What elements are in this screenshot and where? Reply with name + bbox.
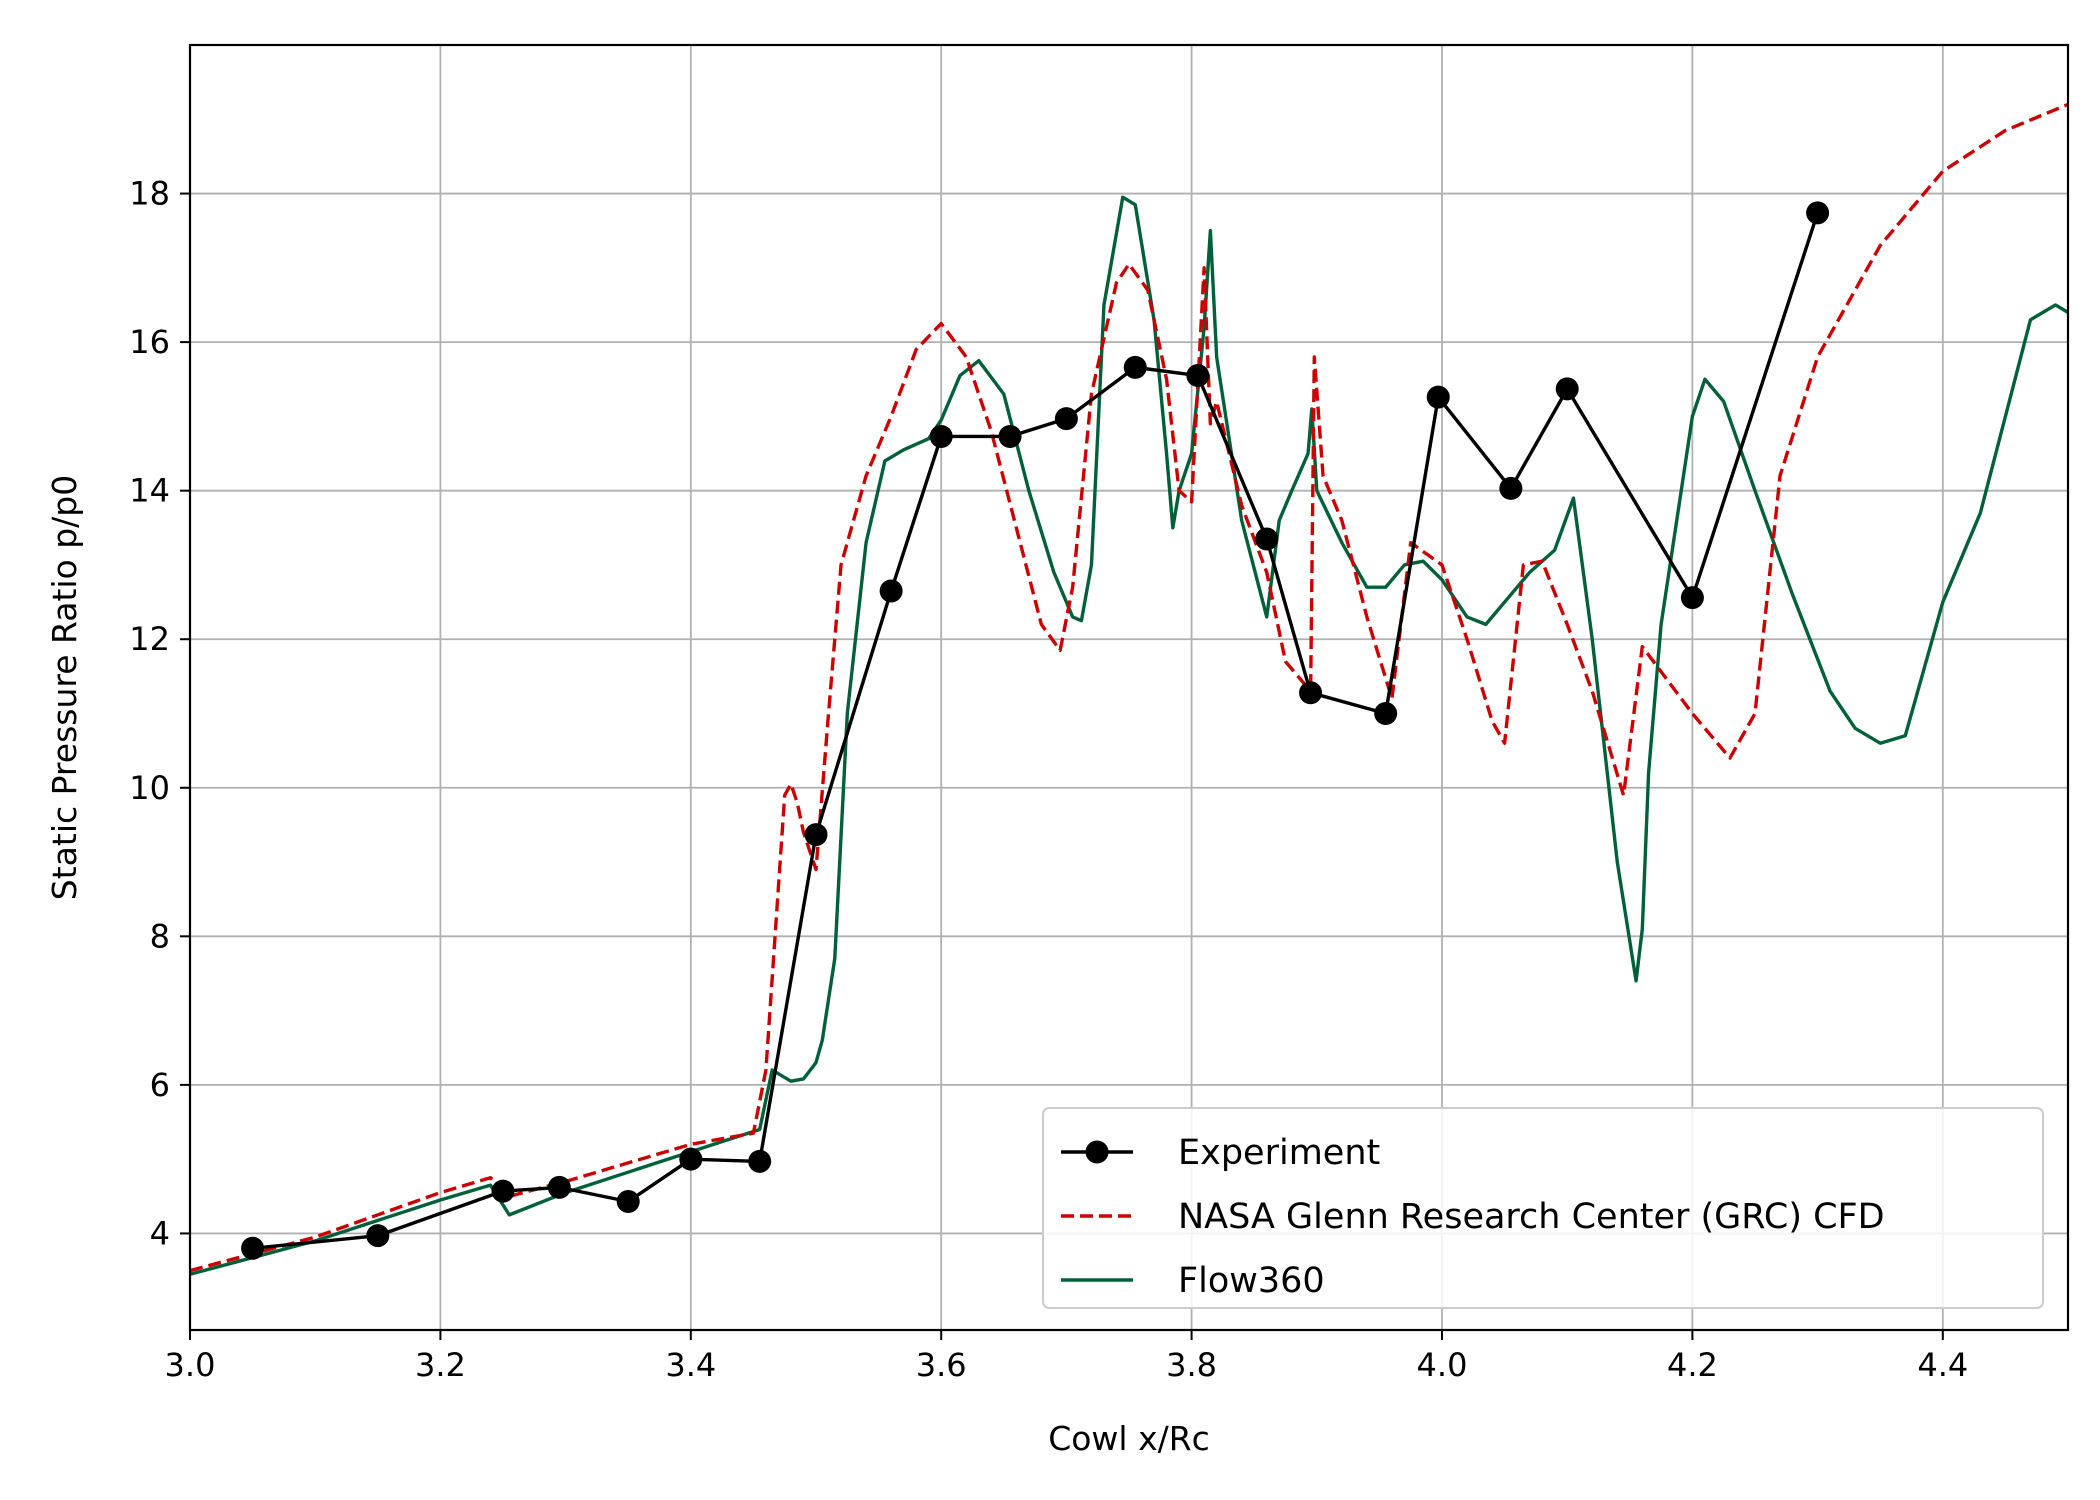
x-tick-label: 3.2 xyxy=(415,1346,466,1384)
legend-label: NASA Glenn Research Center (GRC) CFD xyxy=(1178,1197,1885,1237)
series-2 xyxy=(190,195,2068,1276)
y-tick-label: 6 xyxy=(150,1066,170,1104)
data-point xyxy=(547,1175,571,1199)
grid xyxy=(189,45,2068,1330)
data-point xyxy=(1555,377,1579,401)
series-line xyxy=(190,195,2068,1276)
data-point xyxy=(1374,701,1398,725)
y-tick-label: 14 xyxy=(129,472,170,510)
data-point xyxy=(616,1190,640,1213)
series-layer xyxy=(190,102,2068,1276)
series-line xyxy=(252,212,1820,1250)
data-point xyxy=(1186,364,1210,388)
y-tick-label: 16 xyxy=(129,323,170,361)
data-point xyxy=(366,1224,390,1248)
legend-item: Experiment xyxy=(1061,1133,1380,1173)
data-point xyxy=(679,1147,703,1171)
y-tick-label: 10 xyxy=(129,769,170,807)
y-tick-label: 12 xyxy=(129,620,170,658)
data-point xyxy=(1680,586,1704,610)
data-point xyxy=(1054,407,1078,431)
data-point xyxy=(804,823,828,847)
legend-box xyxy=(1042,1107,2044,1309)
x-axis-label: Cowl x/Rc xyxy=(1048,1419,1210,1458)
x-tick-label: 4.0 xyxy=(1417,1346,1468,1384)
x-tick-label: 3.4 xyxy=(665,1346,716,1384)
data-point xyxy=(879,579,903,603)
x-tick-label: 4.4 xyxy=(1917,1346,1968,1384)
x-tick-label: 3.0 xyxy=(165,1346,216,1384)
x-tick-label: 4.2 xyxy=(1667,1346,1718,1384)
x-tick-label: 3.8 xyxy=(1166,1346,1217,1384)
y-tick-label: 4 xyxy=(150,1214,170,1252)
data-point xyxy=(748,1149,772,1173)
data-point xyxy=(998,424,1022,448)
y-tick-label: 18 xyxy=(129,175,170,213)
data-point xyxy=(1806,201,1830,225)
legend-label: Experiment xyxy=(1178,1133,1380,1173)
data-point xyxy=(1123,355,1147,379)
data-point xyxy=(241,1236,265,1260)
data-point xyxy=(1499,476,1523,500)
ticks: 3.0 3.2 3.4 3.6 3.8 4.0 4.2 4.4 4 6 8 10 12 14 16 18 xyxy=(129,175,1968,1384)
data-point xyxy=(929,424,953,448)
y-tick-label: 8 xyxy=(150,917,170,955)
x-tick-label: 3.6 xyxy=(916,1346,967,1384)
legend: Experiment NASA Glenn Research Center (GR… xyxy=(1042,1107,2044,1309)
legend-item: NASA Glenn Research Center (GRC) CFD xyxy=(1061,1197,1885,1237)
legend-item: Flow360 xyxy=(1061,1261,1325,1301)
data-point xyxy=(1255,527,1279,551)
plot-frame xyxy=(188,43,2070,1332)
y-axis-label: Static Pressure Ratio p/p0 xyxy=(45,475,84,900)
data-point xyxy=(1299,681,1323,705)
data-point xyxy=(1426,385,1450,409)
series-0 xyxy=(241,201,1830,1260)
legend-marker xyxy=(1085,1140,1109,1164)
data-point xyxy=(491,1179,515,1203)
legend-label: Flow360 xyxy=(1178,1261,1325,1301)
